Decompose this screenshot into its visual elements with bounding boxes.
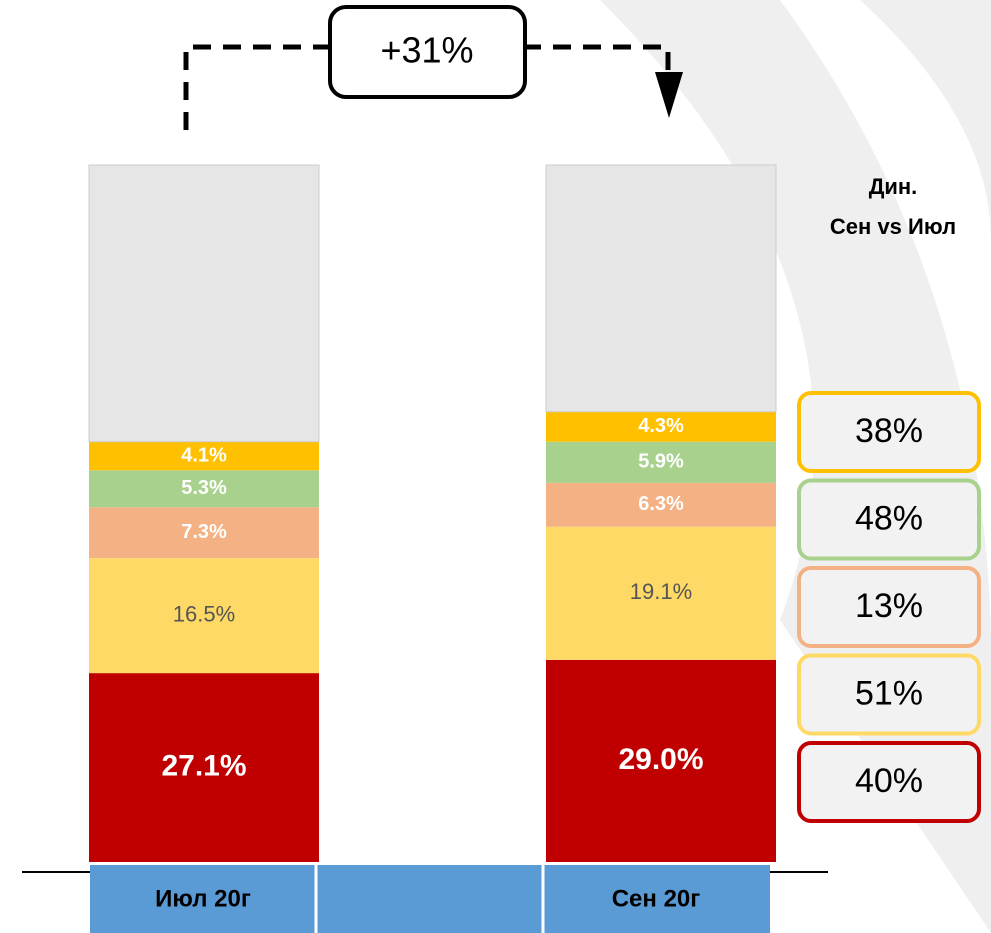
- bar-segment: [546, 659, 776, 862]
- x-tick-label: Сен 20г: [612, 885, 701, 912]
- bar-segment: [545, 164, 777, 413]
- background-swoosh: [860, 0, 991, 240]
- dynamic-label: 40%: [855, 762, 923, 800]
- dynamic-box: [797, 653, 981, 736]
- dynamic-box: [797, 566, 981, 648]
- data-label: 5.3%: [181, 477, 227, 499]
- bar-segment: [546, 482, 776, 527]
- dynamics-title: Дин.: [869, 174, 918, 199]
- data-label: 5.9%: [638, 451, 684, 473]
- bar-segment: [89, 470, 319, 508]
- bar-segment: [546, 411, 776, 442]
- dynamic-label: 13%: [855, 587, 923, 625]
- data-label: 6.3%: [638, 493, 684, 515]
- data-label: 7.3%: [181, 521, 227, 543]
- dynamic-box: [797, 391, 981, 473]
- growth-arrow: [183, 44, 671, 130]
- bar-segment: [89, 441, 319, 471]
- data-label: 16.5%: [173, 601, 235, 626]
- dynamic-box: [797, 478, 981, 561]
- dynamic-box: [797, 741, 981, 823]
- bar-segment: [546, 526, 776, 660]
- category-strip: [90, 865, 770, 933]
- dynamic-label: 48%: [855, 499, 923, 537]
- dynamic-label: 38%: [855, 412, 923, 450]
- dynamics-title: Сен vs Июл: [830, 214, 956, 239]
- data-label: 19.1%: [630, 579, 692, 604]
- bar-segment: [89, 507, 319, 559]
- arrow-head: [655, 72, 683, 118]
- dynamic-label: 51%: [855, 674, 923, 712]
- x-tick-label: Июл 20г: [155, 885, 251, 912]
- bar-segment: [89, 558, 319, 674]
- annotation: +31%: [380, 30, 473, 71]
- data-label: 29.0%: [618, 743, 703, 776]
- bar-segment: [546, 441, 776, 483]
- data-label: 27.1%: [161, 749, 246, 782]
- bar-segment: [88, 164, 320, 443]
- annotation-box: [328, 5, 527, 99]
- data-label: 4.3%: [638, 415, 684, 437]
- bar-segment: [89, 673, 319, 862]
- data-label: 4.1%: [181, 444, 227, 466]
